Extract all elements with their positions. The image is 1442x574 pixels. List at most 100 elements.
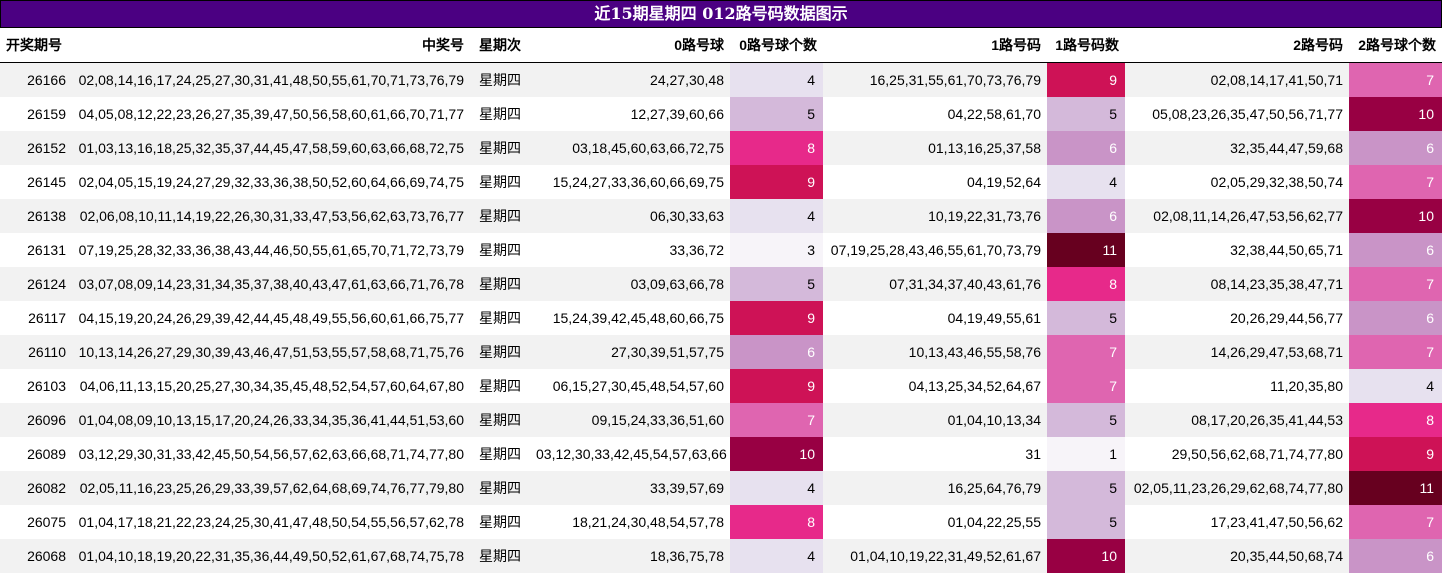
cell-route2: 20,26,29,44,56,77	[1125, 301, 1349, 335]
cell-route2: 20,35,44,50,68,74	[1125, 539, 1349, 573]
cell-route1: 04,19,52,64	[823, 165, 1047, 199]
cell-route2: 05,08,23,26,35,47,50,56,71,77	[1125, 97, 1349, 131]
table-row: 26096 01,04,08,09,10,13,15,17,20,24,26,33…	[0, 403, 1442, 437]
cell-route1-count: 4	[1047, 165, 1125, 199]
cell-route0: 24,27,30,48	[530, 62, 730, 97]
cell-issue: 26082	[0, 471, 72, 505]
cell-route0-count: 9	[730, 301, 823, 335]
cell-route0-count: 9	[730, 165, 823, 199]
cell-weekday: 星期四	[470, 199, 530, 233]
table-row: 26138 02,06,08,10,11,14,19,22,26,30,31,33…	[0, 199, 1442, 233]
cell-route2-count: 9	[1349, 437, 1442, 471]
cell-route0-count: 8	[730, 505, 823, 539]
cell-numbers: 02,08,14,16,17,24,25,27,30,31,41,48,50,5…	[72, 62, 470, 97]
table-row: 26117 04,15,19,20,24,26,29,39,42,44,45,48…	[0, 301, 1442, 335]
cell-route1-count: 9	[1047, 62, 1125, 97]
cell-route1-count: 5	[1047, 301, 1125, 335]
cell-route1-count: 5	[1047, 97, 1125, 131]
cell-route1-count: 1	[1047, 437, 1125, 471]
header-route2[interactable]: 2路号码	[1125, 28, 1349, 63]
cell-numbers: 04,05,08,12,22,23,26,27,35,39,47,50,56,5…	[72, 97, 470, 131]
cell-route2: 29,50,56,62,68,71,74,77,80	[1125, 437, 1349, 471]
cell-route1: 07,31,34,37,40,43,61,76	[823, 267, 1047, 301]
table-row: 26068 01,04,10,18,19,20,22,31,35,36,44,49…	[0, 539, 1442, 573]
cell-numbers: 02,06,08,10,11,14,19,22,26,30,31,33,47,5…	[72, 199, 470, 233]
cell-numbers: 03,07,08,09,14,23,31,34,35,37,38,40,43,4…	[72, 267, 470, 301]
header-route0-count[interactable]: 0路号球个数	[730, 28, 823, 63]
cell-route2: 17,23,41,47,50,56,62	[1125, 505, 1349, 539]
cell-route0-count: 8	[730, 131, 823, 165]
cell-weekday: 星期四	[470, 165, 530, 199]
cell-numbers: 01,03,13,16,18,25,32,35,37,44,45,47,58,5…	[72, 131, 470, 165]
cell-issue: 26124	[0, 267, 72, 301]
cell-issue: 26068	[0, 539, 72, 573]
cell-route0-count: 6	[730, 335, 823, 369]
cell-issue: 26145	[0, 165, 72, 199]
cell-route0: 33,36,72	[530, 233, 730, 267]
cell-route0-count: 5	[730, 97, 823, 131]
cell-route0-count: 7	[730, 403, 823, 437]
cell-route2-count: 10	[1349, 199, 1442, 233]
cell-route1: 04,22,58,61,70	[823, 97, 1047, 131]
cell-weekday: 星期四	[470, 403, 530, 437]
cell-weekday: 星期四	[470, 369, 530, 403]
cell-numbers: 04,15,19,20,24,26,29,39,42,44,45,48,49,5…	[72, 301, 470, 335]
cell-route0: 18,21,24,30,48,54,57,78	[530, 505, 730, 539]
cell-route1-count: 10	[1047, 539, 1125, 573]
table-body: 26166 02,08,14,16,17,24,25,27,30,31,41,48…	[0, 62, 1442, 573]
table-row: 26082 02,05,11,16,23,25,26,29,33,39,57,62…	[0, 471, 1442, 505]
table-row: 26089 03,12,29,30,31,33,42,45,50,54,56,57…	[0, 437, 1442, 471]
cell-route1: 10,19,22,31,73,76	[823, 199, 1047, 233]
cell-route0: 15,24,27,33,36,60,66,69,75	[530, 165, 730, 199]
cell-route0: 27,30,39,51,57,75	[530, 335, 730, 369]
cell-route1-count: 5	[1047, 505, 1125, 539]
cell-route1: 07,19,25,28,43,46,55,61,70,73,79	[823, 233, 1047, 267]
data-table: 开奖期号 中奖号 星期次 0路号球 0路号球个数 1路号码 1路号码数 2路号码…	[0, 28, 1442, 573]
cell-weekday: 星期四	[470, 505, 530, 539]
cell-weekday: 星期四	[470, 267, 530, 301]
cell-route2-count: 11	[1349, 471, 1442, 505]
cell-route2-count: 6	[1349, 301, 1442, 335]
header-numbers[interactable]: 中奖号	[72, 28, 470, 63]
cell-route0: 33,39,57,69	[530, 471, 730, 505]
cell-numbers: 02,04,05,15,19,24,27,29,32,33,36,38,50,5…	[72, 165, 470, 199]
cell-route0: 03,18,45,60,63,66,72,75	[530, 131, 730, 165]
cell-route1: 04,13,25,34,52,64,67	[823, 369, 1047, 403]
cell-route1: 31	[823, 437, 1047, 471]
cell-route1-count: 5	[1047, 471, 1125, 505]
cell-route2: 32,38,44,50,65,71	[1125, 233, 1349, 267]
cell-issue: 26166	[0, 62, 72, 97]
header-weekday[interactable]: 星期次	[470, 28, 530, 63]
cell-route0-count: 4	[730, 199, 823, 233]
cell-route0: 06,30,33,63	[530, 199, 730, 233]
cell-route1: 01,04,10,13,34	[823, 403, 1047, 437]
cell-weekday: 星期四	[470, 437, 530, 471]
table-row: 26145 02,04,05,15,19,24,27,29,32,33,36,38…	[0, 165, 1442, 199]
cell-route0-count: 3	[730, 233, 823, 267]
header-route0[interactable]: 0路号球	[530, 28, 730, 63]
header-route1-count[interactable]: 1路号码数	[1047, 28, 1125, 63]
header-route2-count[interactable]: 2路号球个数	[1349, 28, 1442, 63]
cell-route2-count: 8	[1349, 403, 1442, 437]
cell-route2-count: 6	[1349, 233, 1442, 267]
table-row: 26159 04,05,08,12,22,23,26,27,35,39,47,50…	[0, 97, 1442, 131]
cell-numbers: 01,04,08,09,10,13,15,17,20,24,26,33,34,3…	[72, 403, 470, 437]
cell-weekday: 星期四	[470, 335, 530, 369]
cell-numbers: 10,13,14,26,27,29,30,39,43,46,47,51,53,5…	[72, 335, 470, 369]
cell-weekday: 星期四	[470, 62, 530, 97]
cell-route2: 02,05,29,32,38,50,74	[1125, 165, 1349, 199]
cell-route0: 09,15,24,33,36,51,60	[530, 403, 730, 437]
table-row: 26166 02,08,14,16,17,24,25,27,30,31,41,48…	[0, 62, 1442, 97]
cell-route1-count: 8	[1047, 267, 1125, 301]
cell-route1-count: 6	[1047, 131, 1125, 165]
table-row: 26152 01,03,13,16,18,25,32,35,37,44,45,47…	[0, 131, 1442, 165]
cell-route1: 01,04,10,19,22,31,49,52,61,67	[823, 539, 1047, 573]
header-issue[interactable]: 开奖期号	[0, 28, 72, 63]
cell-route2-count: 6	[1349, 131, 1442, 165]
header-route1[interactable]: 1路号码	[823, 28, 1047, 63]
cell-route2: 02,08,14,17,41,50,71	[1125, 62, 1349, 97]
cell-numbers: 01,04,10,18,19,20,22,31,35,36,44,49,50,5…	[72, 539, 470, 573]
cell-weekday: 星期四	[470, 301, 530, 335]
cell-issue: 26089	[0, 437, 72, 471]
cell-route1-count: 7	[1047, 335, 1125, 369]
